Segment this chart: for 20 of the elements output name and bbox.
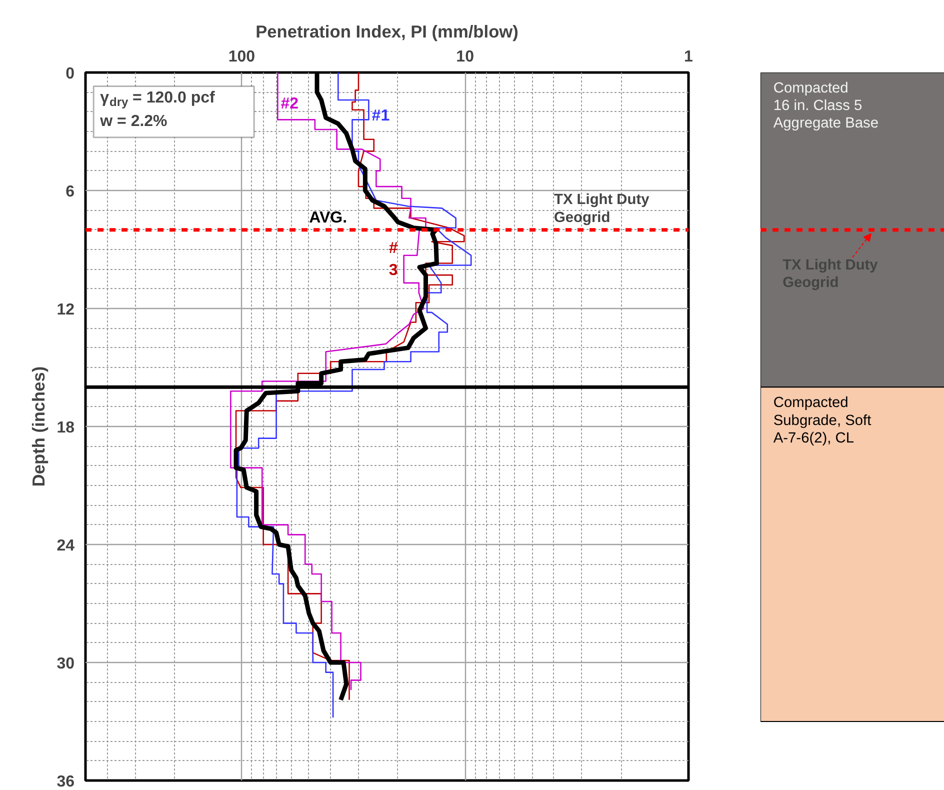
- series-label: #1: [372, 107, 390, 124]
- y-tick-label: 24: [56, 538, 75, 554]
- series-label: AVG.: [309, 210, 348, 227]
- y-tick-label: 30: [56, 656, 75, 672]
- series-label: Compacted Subgrade, Soft A-7-6(2), CL: [773, 395, 872, 446]
- annotation: w = 2.2%: [99, 113, 168, 130]
- ref-line-label: TX Light Duty Geogrid: [554, 192, 650, 226]
- y-axis-title: Depth (inches): [28, 366, 49, 487]
- x-tick-label: 1: [684, 48, 694, 66]
- y-tick-label: 36: [56, 774, 75, 790]
- x-axis-title: Penetration Index, PI (mm/blow): [256, 22, 518, 42]
- series-label: #2: [280, 95, 299, 112]
- y-tick-label: 12: [56, 302, 75, 318]
- y-tick-label: 6: [66, 184, 75, 200]
- y-tick-label: 18: [56, 420, 75, 436]
- y-tick-label: 0: [66, 66, 75, 82]
- x-tick-label: 10: [456, 48, 474, 66]
- series-label: # 3: [388, 240, 398, 279]
- x-tick-label: 100: [228, 48, 256, 66]
- series-label: Compacted 16 in. Class 5 Aggregate Base: [773, 80, 879, 132]
